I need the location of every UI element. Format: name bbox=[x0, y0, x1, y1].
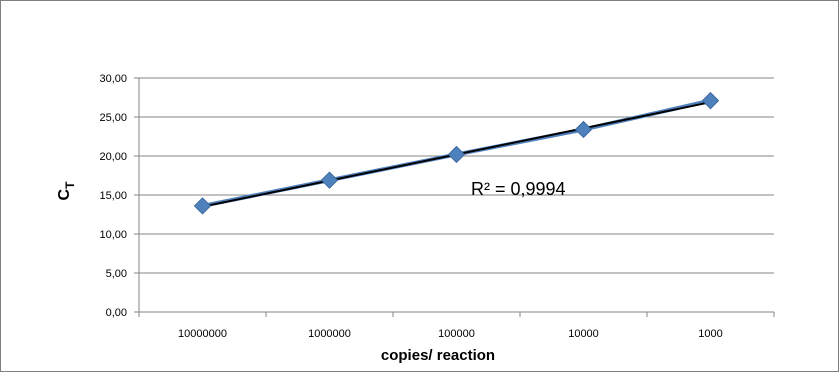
y-tick-label-4: 20,00 bbox=[99, 151, 127, 163]
data-point-1 bbox=[322, 172, 338, 188]
data-point-0 bbox=[195, 198, 211, 214]
svg-text:CT: CT bbox=[56, 181, 77, 201]
data-point-3 bbox=[576, 121, 592, 137]
x-tick-label-2: 100000 bbox=[438, 328, 475, 340]
x-tick-labels: 10000000 1000000 100000 10000 1000 bbox=[178, 328, 723, 340]
r-squared-annotation: R² = 0,9994 bbox=[471, 179, 566, 199]
y-tick-label-3: 15,00 bbox=[99, 190, 127, 202]
y-tick-label-1: 5,00 bbox=[106, 268, 127, 280]
x-tick-label-0: 10000000 bbox=[178, 328, 227, 340]
data-point-2 bbox=[449, 146, 465, 162]
x-tick-label-3: 10000 bbox=[568, 328, 599, 340]
y-tick-label-5: 25,00 bbox=[99, 112, 127, 124]
y-tick-label-0: 0,00 bbox=[106, 307, 127, 319]
data-point-4 bbox=[703, 93, 719, 109]
y-tick-labels: 0,00 5,00 10,00 15,00 20,00 25,00 30,00 bbox=[99, 73, 127, 319]
y-tick-label-6: 30,00 bbox=[99, 73, 127, 85]
x-tick-label-1: 1000000 bbox=[308, 328, 351, 340]
x-axis-title: copies/ reaction bbox=[381, 347, 495, 364]
data-points bbox=[195, 93, 719, 214]
y-axis-title-main: C bbox=[56, 188, 73, 200]
y-axis-title-subscript: T bbox=[63, 181, 77, 189]
x-tick-label-4: 1000 bbox=[698, 328, 722, 340]
axes bbox=[134, 78, 774, 317]
y-axis-title: CT bbox=[56, 181, 77, 201]
y-tick-label-2: 10,00 bbox=[99, 229, 127, 241]
